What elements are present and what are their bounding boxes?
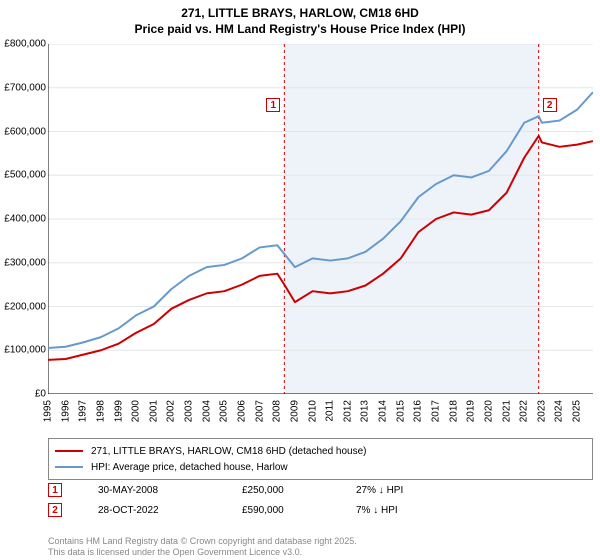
x-tick-label: 2014 <box>378 400 389 422</box>
title-block: 271, LITTLE BRAYS, HARLOW, CM18 6HD Pric… <box>0 0 600 37</box>
y-tick-label: £300,000 <box>4 257 46 268</box>
annotation-table: 1 30-MAY-2008 £250,000 27% ↓ HPI 2 28-OCT-202… <box>48 480 593 520</box>
y-tick-label: £600,000 <box>4 126 46 137</box>
chart-container: 271, LITTLE BRAYS, HARLOW, CM18 6HD Pric… <box>0 0 600 560</box>
annotation-marker: 2 <box>48 503 62 517</box>
x-tick-label: 2024 <box>554 400 565 422</box>
chart-svg <box>48 44 593 394</box>
x-tick-label: 2002 <box>166 400 177 422</box>
y-tick-label: £0 <box>35 389 46 400</box>
annotation-delta: 27% ↓ HPI <box>356 485 403 496</box>
x-tick-label: 2021 <box>501 400 512 422</box>
x-tick-label: 2000 <box>131 400 142 422</box>
annotation-row: 1 30-MAY-2008 £250,000 27% ↓ HPI <box>48 480 593 500</box>
y-tick-label: £700,000 <box>4 82 46 93</box>
title-line-1: 271, LITTLE BRAYS, HARLOW, CM18 6HD <box>0 6 600 22</box>
footer-attribution: Contains HM Land Registry data © Crown c… <box>48 536 357 559</box>
x-tick-label: 2018 <box>448 400 459 422</box>
x-tick-label: 2007 <box>254 400 265 422</box>
x-tick-label: 2003 <box>184 400 195 422</box>
y-tick-label: £100,000 <box>4 345 46 356</box>
x-tick-label: 2013 <box>360 400 371 422</box>
x-tick-label: 1996 <box>60 400 71 422</box>
annotation-price: £250,000 <box>242 485 332 496</box>
x-tick-label: 2016 <box>413 400 424 422</box>
x-tick-label: 2017 <box>431 400 442 422</box>
chart-marker-1: 1 <box>266 98 280 112</box>
x-tick-label: 1998 <box>95 400 106 422</box>
x-tick-label: 1995 <box>43 400 54 422</box>
x-tick-label: 2020 <box>483 400 494 422</box>
legend-swatch <box>55 466 83 468</box>
title-line-2: Price paid vs. HM Land Registry's House … <box>0 22 600 38</box>
x-tick-label: 2006 <box>237 400 248 422</box>
annotation-marker: 1 <box>48 483 62 497</box>
x-tick-label: 2015 <box>395 400 406 422</box>
legend-label: HPI: Average price, detached house, Harl… <box>91 462 288 473</box>
annotation-date: 30-MAY-2008 <box>98 485 218 496</box>
x-tick-label: 1999 <box>113 400 124 422</box>
y-tick-label: £800,000 <box>4 39 46 50</box>
x-tick-label: 2011 <box>325 400 336 422</box>
legend-swatch <box>55 450 83 452</box>
x-tick-label: 2001 <box>148 400 159 422</box>
x-tick-label: 1997 <box>78 400 89 422</box>
x-tick-label: 2022 <box>519 400 530 422</box>
legend-box: 271, LITTLE BRAYS, HARLOW, CM18 6HD (det… <box>48 438 593 480</box>
x-tick-label: 2025 <box>572 400 583 422</box>
x-tick-label: 2009 <box>289 400 300 422</box>
annotation-delta: 7% ↓ HPI <box>356 505 398 516</box>
x-tick-label: 2012 <box>342 400 353 422</box>
x-tick-label: 2010 <box>307 400 318 422</box>
x-tick-label: 2005 <box>219 400 230 422</box>
footer-line-2: This data is licensed under the Open Gov… <box>48 547 357 558</box>
x-tick-label: 2008 <box>272 400 283 422</box>
annotation-price: £590,000 <box>242 505 332 516</box>
chart-area <box>48 44 593 394</box>
annotation-row: 2 28-OCT-2022 £590,000 7% ↓ HPI <box>48 500 593 520</box>
annotation-date: 28-OCT-2022 <box>98 505 218 516</box>
y-tick-label: £500,000 <box>4 170 46 181</box>
x-tick-label: 2023 <box>536 400 547 422</box>
legend-item: HPI: Average price, detached house, Harl… <box>55 459 586 475</box>
x-tick-label: 2019 <box>466 400 477 422</box>
y-tick-label: £200,000 <box>4 301 46 312</box>
y-tick-label: £400,000 <box>4 214 46 225</box>
footer-line-1: Contains HM Land Registry data © Crown c… <box>48 536 357 547</box>
legend-label: 271, LITTLE BRAYS, HARLOW, CM18 6HD (det… <box>91 446 367 457</box>
chart-marker-2: 2 <box>543 98 557 112</box>
x-tick-label: 2004 <box>201 400 212 422</box>
legend-item: 271, LITTLE BRAYS, HARLOW, CM18 6HD (det… <box>55 443 586 459</box>
